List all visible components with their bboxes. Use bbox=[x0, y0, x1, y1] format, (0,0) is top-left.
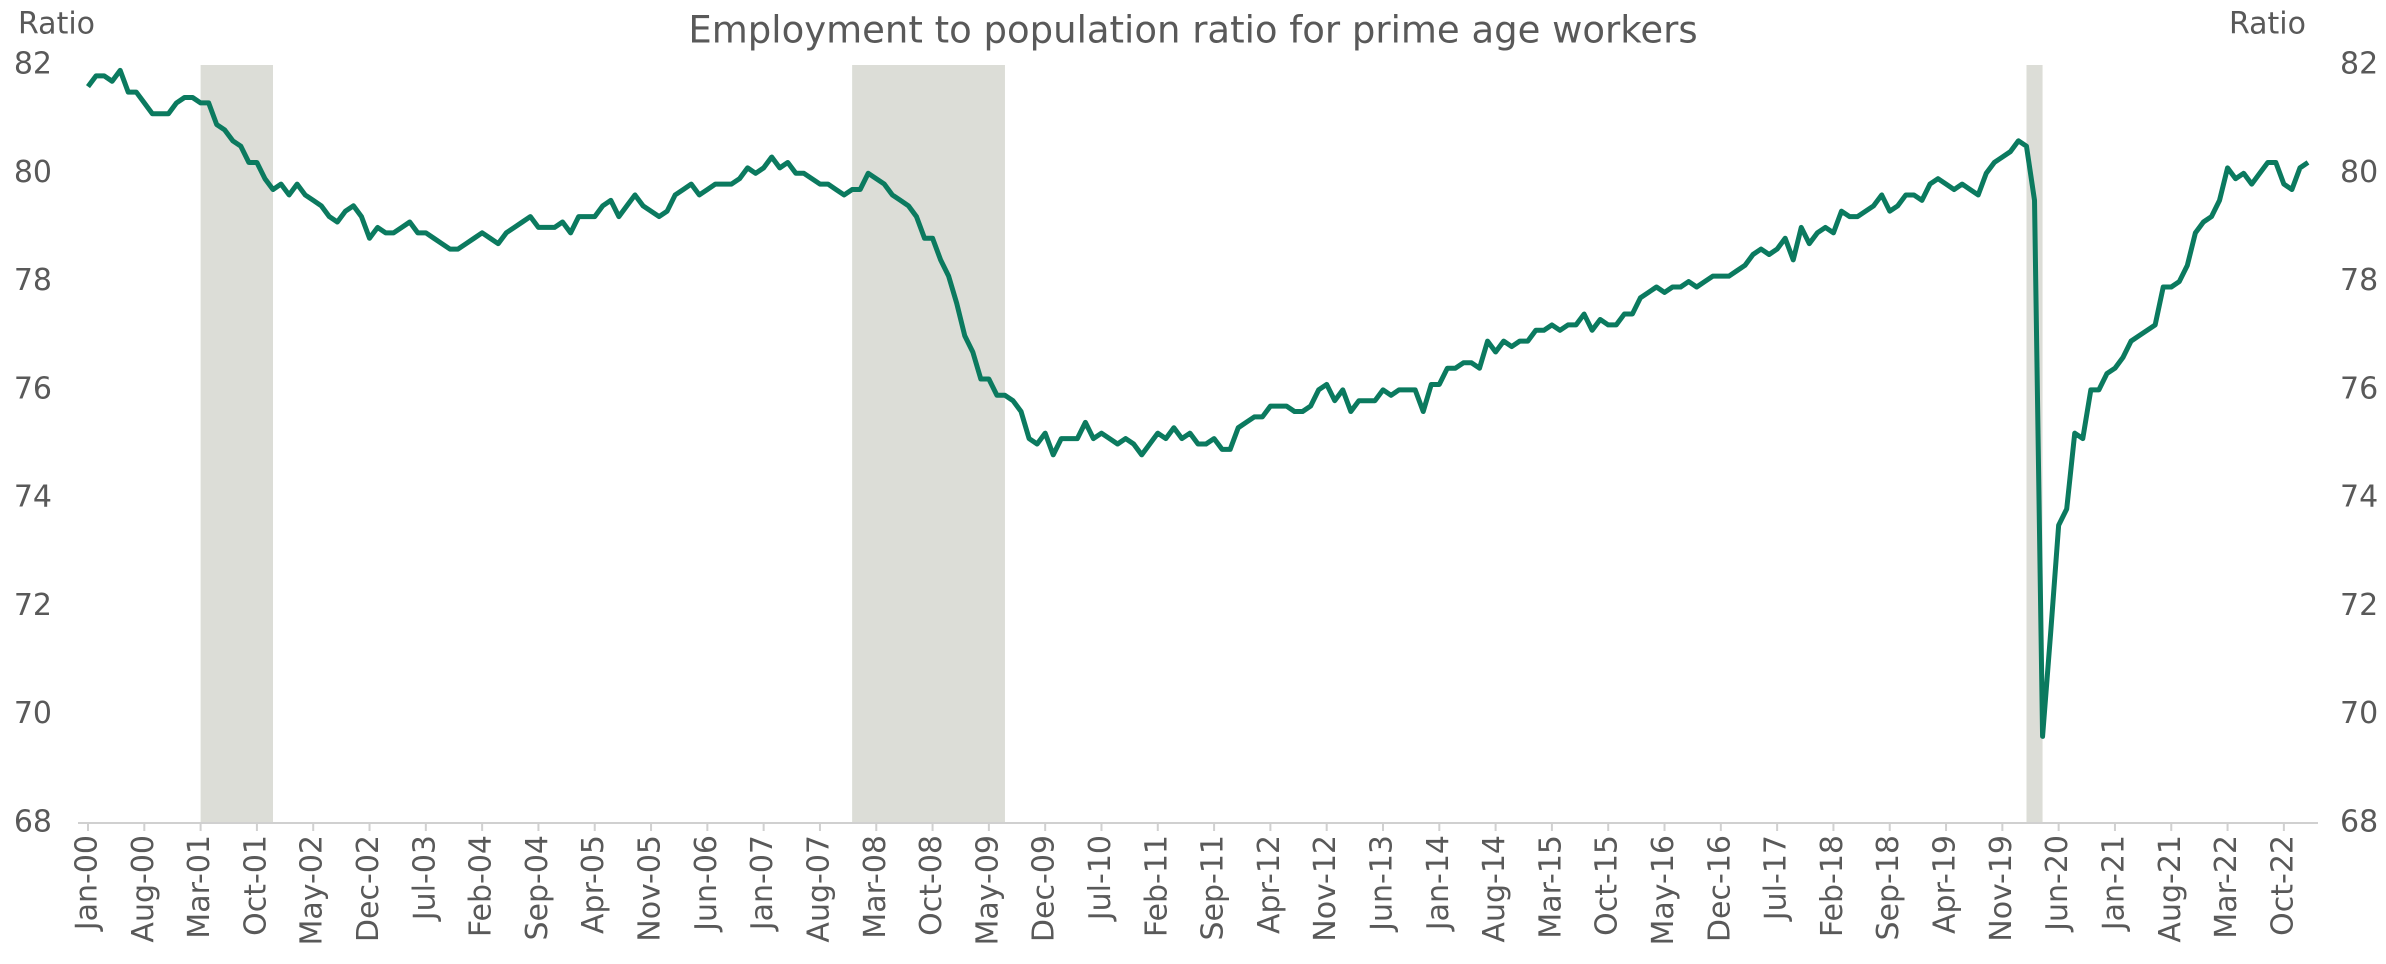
x-tick-label: Aug-07 bbox=[801, 835, 836, 943]
y-tick-label: 68 bbox=[14, 805, 52, 840]
x-tick-label: Nov-05 bbox=[633, 835, 668, 942]
y2-tick-label: 70 bbox=[2340, 696, 2378, 731]
x-tick-label: Jun-13 bbox=[1365, 835, 1400, 933]
x-tick-label: May-16 bbox=[1646, 835, 1681, 946]
x-tick-label: Nov-19 bbox=[1984, 835, 2019, 942]
x-tick-label: Jan-21 bbox=[2096, 835, 2131, 932]
x-tick-label: Mar-08 bbox=[858, 835, 893, 939]
y-tick-label: 70 bbox=[14, 696, 52, 731]
x-tick-label: Apr-19 bbox=[1928, 835, 1963, 934]
x-tick-label: Aug-00 bbox=[126, 835, 161, 943]
y-tick-label: 78 bbox=[14, 263, 52, 298]
shaded-period bbox=[200, 65, 273, 823]
y2-tick-label: 68 bbox=[2340, 805, 2378, 840]
x-tick-label: Dec-09 bbox=[1027, 835, 1062, 942]
x-tick-label: Jul-10 bbox=[1083, 835, 1118, 922]
y2-tick-label: 80 bbox=[2340, 155, 2378, 190]
chart-title: Employment to population ratio for prime… bbox=[688, 9, 1697, 52]
x-tick-label: Mar-22 bbox=[2209, 835, 2244, 939]
y-tick-label: 74 bbox=[14, 480, 52, 515]
x-tick-label: Feb-11 bbox=[1139, 835, 1174, 937]
x-tick-label: Jan-07 bbox=[745, 835, 780, 932]
y2-tick-label: 82 bbox=[2340, 47, 2378, 82]
x-tick-label: Jun-06 bbox=[689, 835, 724, 933]
y2-axis-label: Ratio bbox=[2229, 7, 2306, 42]
x-tick-label: Oct-01 bbox=[238, 835, 273, 936]
x-tick-label: Jul-17 bbox=[1759, 835, 1794, 922]
x-tick-label: Aug-14 bbox=[1477, 835, 1512, 943]
y2-tick-label: 74 bbox=[2340, 480, 2378, 515]
x-tick-label: Mar-15 bbox=[1533, 835, 1568, 939]
x-tick-label: Feb-04 bbox=[464, 835, 499, 937]
y-tick-label: 80 bbox=[14, 155, 52, 190]
x-tick-label: Aug-21 bbox=[2153, 835, 2188, 943]
y2-tick-label: 72 bbox=[2340, 588, 2378, 623]
x-tick-label: Dec-02 bbox=[351, 835, 386, 942]
x-tick-label: Oct-08 bbox=[914, 835, 949, 936]
shaded-period bbox=[852, 65, 1005, 823]
x-tick-label: Mar-01 bbox=[182, 835, 217, 939]
y-axis-label: Ratio bbox=[18, 7, 95, 42]
y-tick-label: 72 bbox=[14, 588, 52, 623]
x-tick-label: Sep-11 bbox=[1196, 835, 1231, 941]
x-tick-label: Nov-12 bbox=[1308, 835, 1343, 942]
x-tick-label: Dec-16 bbox=[1702, 835, 1737, 942]
x-tick-label: May-02 bbox=[295, 835, 330, 946]
y-tick-label: 76 bbox=[14, 371, 52, 406]
line-series bbox=[85, 67, 2310, 739]
x-tick-label: Oct-15 bbox=[1590, 835, 1625, 936]
x-tick-label: Sep-18 bbox=[1871, 835, 1906, 941]
y-tick-label: 82 bbox=[14, 47, 52, 82]
x-tick-label: Jan-14 bbox=[1421, 835, 1456, 932]
x-tick-label: Jul-03 bbox=[407, 835, 442, 922]
x-tick-label: Sep-04 bbox=[520, 835, 555, 941]
x-tick-label: Oct-22 bbox=[2265, 835, 2300, 936]
x-tick-label: Apr-05 bbox=[576, 835, 611, 934]
y2-tick-label: 78 bbox=[2340, 263, 2378, 298]
x-tick-label: Jan-00 bbox=[70, 835, 105, 932]
x-tick-label: Apr-12 bbox=[1252, 835, 1287, 934]
x-tick-label: Feb-18 bbox=[1815, 835, 1850, 937]
x-tick-label: May-09 bbox=[970, 835, 1005, 946]
y2-tick-label: 76 bbox=[2340, 371, 2378, 406]
x-tick-label: Jun-20 bbox=[2040, 835, 2075, 933]
